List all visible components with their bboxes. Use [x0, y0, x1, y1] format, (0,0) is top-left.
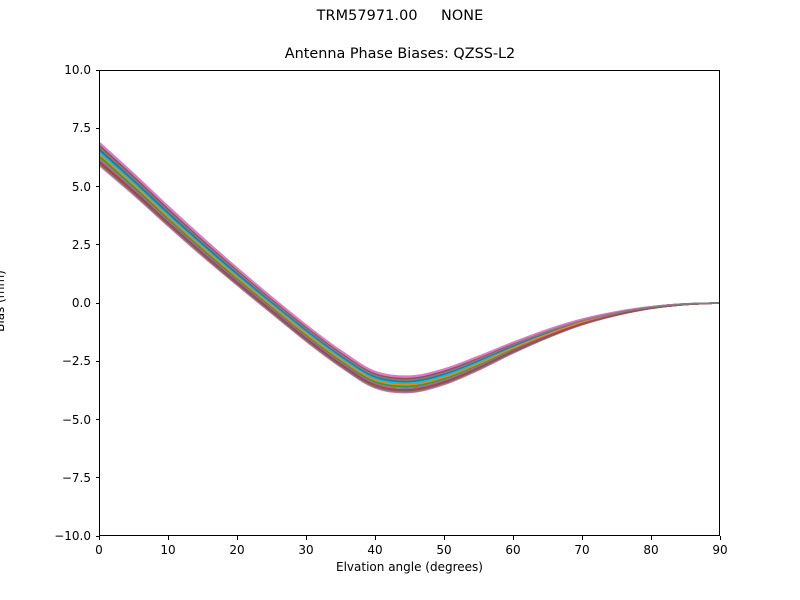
chart-line-curve-13	[100, 152, 719, 385]
chart-line-curve-16	[100, 159, 719, 390]
chart-line-curve-27	[100, 158, 719, 390]
y-tick-label: 7.5	[71, 121, 91, 136]
x-tick-label: 20	[229, 543, 245, 557]
y-tick-label: 0.0	[71, 296, 91, 310]
x-tick-mark	[512, 536, 514, 540]
chart-line-curve-25	[100, 160, 719, 390]
chart-line-curve-26	[100, 154, 719, 386]
chart-line-curve-03	[100, 146, 719, 381]
x-tick-mark	[443, 536, 445, 540]
x-tick-label: 90	[712, 543, 728, 557]
chart-line-curve-06	[100, 153, 719, 386]
chart-line-curve-21	[100, 143, 719, 378]
chart-line-curve-29	[100, 162, 719, 392]
chart-line-curve-08	[100, 158, 719, 389]
chart-line-curve-02	[100, 144, 719, 379]
chart-line-curve-04	[100, 149, 719, 383]
x-tick-mark	[719, 536, 721, 540]
y-tick-label: −5.0	[61, 412, 91, 427]
x-tick-mark	[581, 536, 583, 540]
figure-suptitle: TRM57971.00 NONE	[316, 8, 484, 24]
chart-line-curve-23	[100, 151, 719, 384]
x-tick-mark	[98, 536, 100, 540]
y-tick-label: 2.5	[71, 237, 91, 252]
chart-line-curve-18	[100, 145, 719, 380]
x-tick-label: 40	[367, 543, 383, 557]
x-tick-mark	[374, 536, 376, 540]
y-tick-label: −2.5	[61, 354, 91, 369]
x-axis-label: Elvation angle (degrees)	[336, 560, 483, 574]
chart-line-curve-14	[100, 154, 719, 387]
x-tick-label: 60	[505, 543, 521, 557]
chart-line-curve-05	[100, 151, 719, 384]
x-tick-label: 0	[95, 543, 103, 557]
x-tick-mark	[167, 536, 169, 540]
x-tick-mark	[236, 536, 238, 540]
x-tick-label: 10	[160, 543, 176, 557]
chart-line-curve-20	[100, 164, 719, 393]
x-tick-mark	[305, 536, 307, 540]
y-tick-label: −7.5	[61, 470, 91, 485]
chart-line-curve-10	[100, 163, 719, 392]
chart-line-curve-01	[100, 142, 719, 377]
x-tick-label: 70	[574, 543, 590, 557]
chart-line-curve-28	[100, 161, 719, 391]
chart-title: Antenna Phase Biases: QZSS-L2	[284, 46, 516, 62]
chart-line-curve-12	[100, 150, 719, 383]
y-axis-label: Bias (mm)	[0, 270, 7, 332]
chart-line-curve-30	[100, 147, 719, 381]
y-tick-label: 5.0	[71, 179, 91, 194]
x-tick-label: 50	[436, 543, 452, 557]
line-chart-svg	[100, 142, 719, 394]
chart-line-curve-11	[100, 165, 719, 394]
x-tick-label: 30	[298, 543, 314, 557]
plot-area	[99, 70, 720, 536]
chart-line-curve-19	[100, 147, 719, 382]
chart-line-curve-17	[100, 161, 719, 392]
y-tick-label: −10.0	[54, 529, 91, 543]
chart-line-curve-24	[100, 149, 719, 383]
chart-line-curve-09	[100, 160, 719, 391]
x-tick-mark	[650, 536, 652, 540]
chart-line-curve-15	[100, 157, 719, 388]
chart-line-curve-22	[100, 156, 719, 388]
y-tick-label: 10.0	[64, 63, 91, 77]
chart-line-curve-07	[100, 156, 719, 387]
x-tick-label: 80	[643, 543, 659, 557]
